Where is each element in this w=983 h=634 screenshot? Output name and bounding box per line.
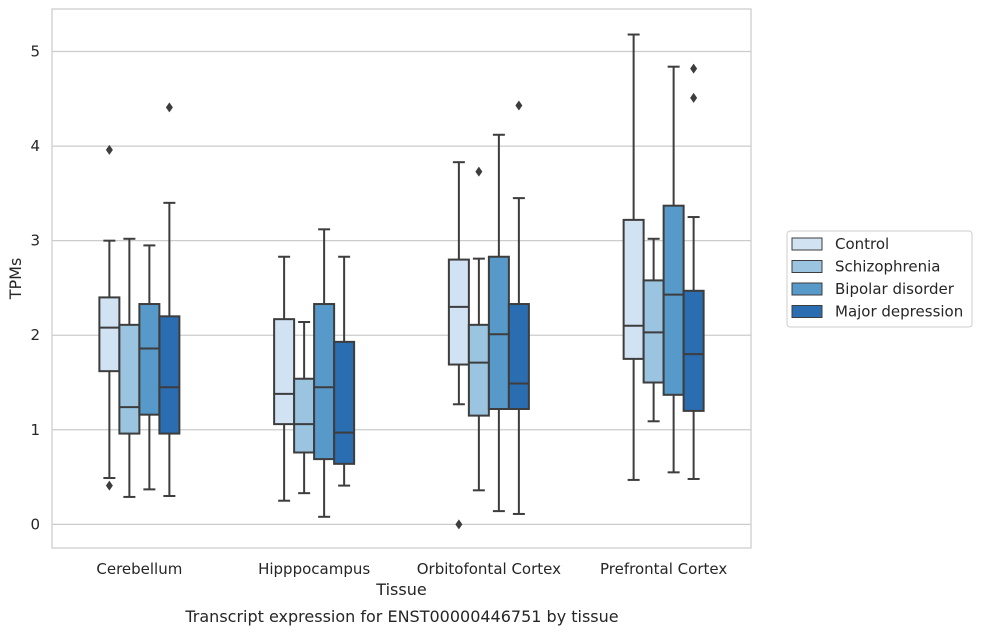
box-major-depression-cerebellum (158, 102, 181, 497)
outlier-point (105, 144, 113, 155)
iqr-box (138, 303, 161, 416)
legend-swatch (791, 282, 823, 296)
box-schizophrenia-orbitofontal-cortex (467, 166, 490, 492)
box-schizophrenia-cerebellum (118, 237, 141, 498)
y-tick-labels: 0 1 2 3 4 5 (30, 43, 40, 534)
outlier-point (690, 63, 698, 74)
iqr-box (487, 255, 510, 410)
box-control-orbitofontal-cortex (447, 161, 470, 530)
legend-label: Schizophrenia (835, 258, 940, 276)
iqr-box (507, 303, 530, 410)
iqr-box (662, 204, 685, 396)
box-bipolar-disorder-prefrontal-cortex (662, 65, 685, 474)
outlier-point (105, 480, 113, 491)
y-tick-label: 5 (30, 43, 40, 61)
box-control-cerebellum (98, 144, 121, 491)
iqr-box (467, 323, 490, 417)
iqr-box (293, 377, 316, 454)
box-schizophrenia-hipppocampus (293, 320, 316, 495)
legend-label: Control (835, 235, 889, 253)
iqr-box (273, 318, 296, 426)
iqr-box (622, 218, 645, 360)
box-major-depression-prefrontal-cortex (682, 63, 705, 480)
x-tick-label: Hipppocampus (258, 560, 370, 578)
x-tick-label: Orbitofontal Cortex (417, 560, 561, 578)
iqr-box (447, 258, 470, 366)
box-bipolar-disorder-hipppocampus (313, 228, 336, 518)
legend-label: Bipolar disorder (835, 280, 955, 298)
y-tick-label: 4 (30, 137, 40, 155)
iqr-box (313, 303, 336, 461)
x-tick-label: Cerebellum (96, 560, 182, 578)
legend-label: Major depression (835, 303, 963, 321)
legend-swatch (791, 305, 823, 318)
y-axis-label: TPMs (6, 258, 25, 301)
iqr-box (118, 323, 141, 435)
box-major-depression-orbitofontal-cortex (507, 100, 530, 515)
x-tick-label: Prefrontal Cortex (600, 560, 727, 578)
box-schizophrenia-prefrontal-cortex (642, 237, 665, 423)
iqr-box (682, 289, 705, 412)
outlier-point (165, 102, 173, 113)
outlier-point (515, 100, 523, 111)
box-bipolar-disorder-cerebellum (138, 244, 161, 491)
x-tick-labels: Cerebellum Hipppocampus Orbitofontal Corte… (96, 560, 727, 578)
y-tick-label: 3 (30, 232, 40, 250)
y-tick-label: 1 (30, 421, 40, 439)
y-tick-label: 0 (30, 515, 40, 533)
y-tick-label: 2 (30, 326, 40, 344)
chart-caption: Transcript expression for ENST0000044675… (184, 607, 618, 626)
plot-area-frame (51, 8, 752, 549)
iqr-box (158, 315, 181, 435)
outlier-point (455, 519, 463, 530)
outlier-point (475, 166, 483, 177)
iqr-box (98, 296, 121, 373)
box-control-prefrontal-cortex (622, 33, 645, 481)
legend-frame (786, 230, 973, 328)
box-plots (98, 33, 705, 530)
x-axis-label: Tissue (375, 580, 426, 599)
box-bipolar-disorder-orbitofontal-cortex (487, 133, 510, 513)
outlier-point (690, 92, 698, 103)
box-control-hipppocampus (273, 255, 296, 502)
legend-swatch (791, 260, 823, 273)
legend-swatch (791, 237, 823, 251)
box-major-depression-hipppocampus (333, 255, 356, 487)
legend: Control Schizophrenia Bipolar disorder Majo… (786, 230, 973, 328)
iqr-box (333, 340, 356, 465)
